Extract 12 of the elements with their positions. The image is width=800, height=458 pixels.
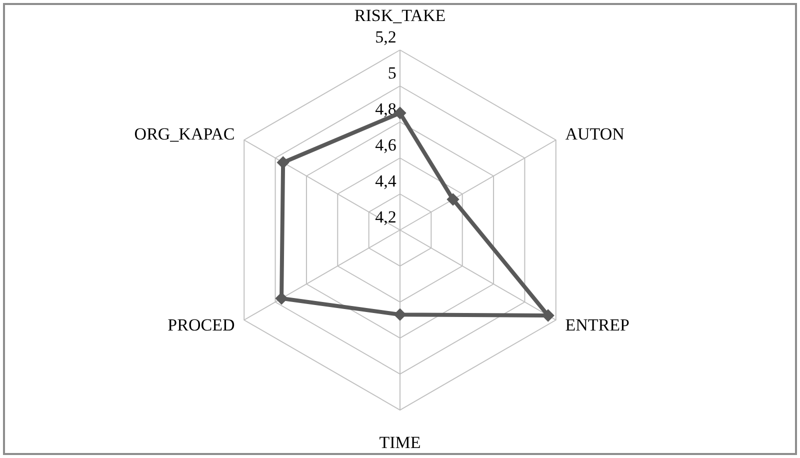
spoke-label: ENTREP [565, 315, 630, 334]
spoke-label: TIME [379, 433, 421, 452]
y-tick-label: 5,2 [375, 27, 396, 46]
spoke-label: AUTON [565, 124, 624, 144]
y-tick-label: 4,6 [375, 135, 396, 154]
spoke-label: PROCED [168, 315, 235, 334]
y-tick-label: 4,4 [375, 171, 397, 190]
y-tick-label: 5 [388, 63, 396, 82]
spoke-label: RISK_TAKE [354, 6, 446, 25]
spoke-label: ORG_KAPAC [134, 124, 235, 144]
y-tick-label: 4,8 [375, 99, 396, 118]
y-tick-label: 4,2 [375, 207, 396, 226]
